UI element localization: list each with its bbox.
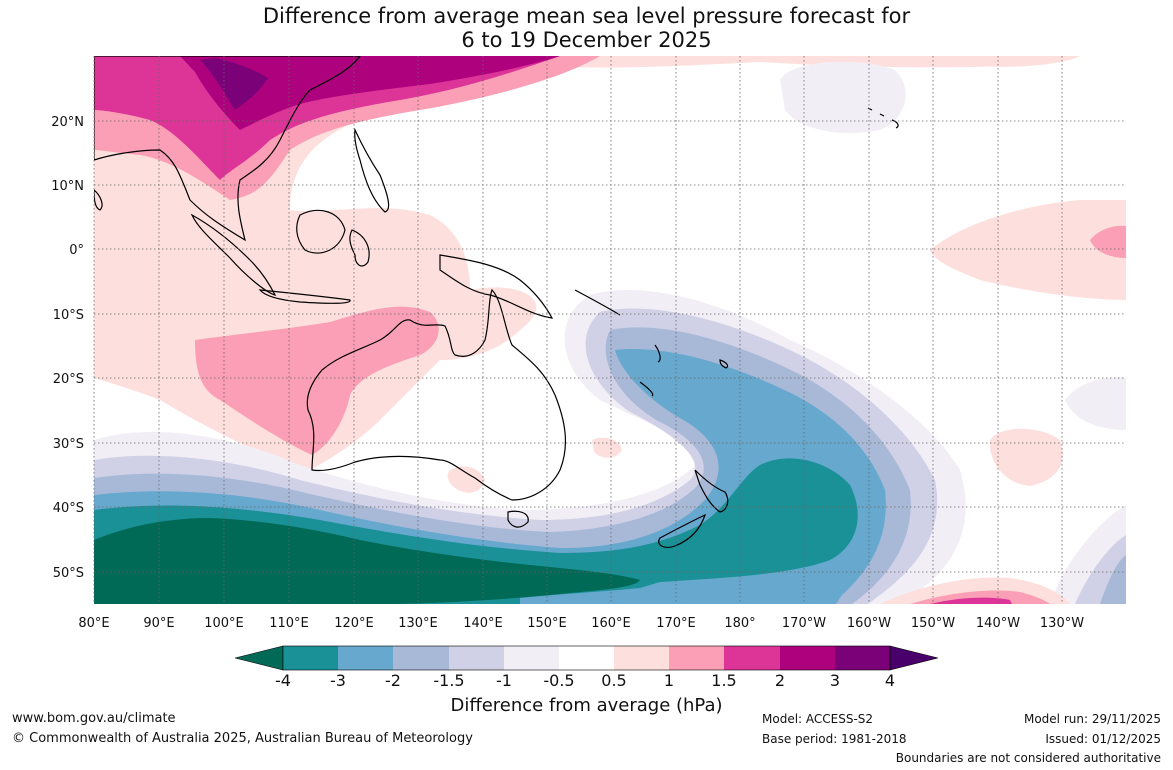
colorbar-tick: -2 bbox=[385, 671, 401, 690]
colorbar-label: Difference from average (hPa) bbox=[450, 695, 723, 716]
colorbar-bin bbox=[338, 646, 393, 670]
fiji-islands bbox=[719, 359, 729, 369]
lon-label: 150°E bbox=[527, 616, 567, 631]
anomaly-2-northwest bbox=[180, 56, 560, 130]
anomaly-0.5-east bbox=[989, 428, 1063, 486]
anomaly-neg0.5-north-pacific bbox=[780, 61, 906, 134]
map-title: Difference from average mean sea level p… bbox=[0, 4, 1173, 52]
colorbar-high-extend bbox=[889, 645, 939, 671]
colorbar-tick: -1.5 bbox=[433, 671, 464, 690]
anomaly-1-nw-australia bbox=[195, 306, 439, 455]
lat-label: 10°S bbox=[53, 308, 84, 323]
colorbar-bin bbox=[669, 646, 724, 670]
anomaly-neg1.5-far-southeast bbox=[1100, 555, 1126, 604]
lon-label: 110°E bbox=[269, 616, 309, 631]
colorbar-tick: 4 bbox=[885, 671, 895, 690]
new-zealand-south bbox=[658, 513, 707, 549]
lon-label: 150°W bbox=[911, 616, 955, 631]
anomaly-0.5-tasmania bbox=[447, 466, 485, 493]
lon-label: 180° bbox=[724, 616, 755, 631]
anomaly-1-south-east bbox=[910, 590, 1050, 604]
colorbar-tick: -0.5 bbox=[543, 671, 574, 690]
lon-label: 130°E bbox=[398, 616, 438, 631]
longitude-labels: 80°E 90°E 100°E 110°E 120°E 130°E 140°E … bbox=[78, 616, 1084, 631]
anomaly-3-northwest bbox=[200, 58, 268, 110]
title-line-2: 6 to 19 December 2025 bbox=[461, 28, 712, 52]
latitude-labels: 20°N 10°N 0° 10°S 20°S 30°S 40°S 50°S bbox=[51, 115, 84, 581]
model-run-date: Model run: 29/11/2025 bbox=[1023, 712, 1161, 726]
coastlines bbox=[94, 56, 899, 549]
graticule bbox=[93, 56, 1126, 604]
colorbar-bin bbox=[724, 646, 780, 670]
colorbar-tick: -4 bbox=[275, 671, 291, 690]
lat-label: 30°S bbox=[53, 437, 84, 452]
colorbar-bin bbox=[393, 646, 449, 670]
colorbar-low-extend bbox=[234, 645, 284, 671]
colorbar-tick: 2 bbox=[775, 671, 785, 690]
copyright-text: © Commonwealth of Australia 2025, Austra… bbox=[12, 731, 473, 746]
colorbar-bin bbox=[504, 646, 559, 670]
issued-date: Issued: 01/12/2025 bbox=[1045, 732, 1161, 746]
pressure-anomaly-field bbox=[94, 56, 1126, 604]
colorbar-tick: -1 bbox=[496, 671, 512, 690]
colorbar-tick: 1.5 bbox=[711, 671, 736, 690]
lon-label: 100°E bbox=[204, 616, 244, 631]
australia-coastline bbox=[306, 288, 566, 501]
lon-label: 160°E bbox=[591, 616, 631, 631]
sumatra-coastline bbox=[190, 213, 277, 296]
anomaly-0.5-north-pacific-edge bbox=[940, 56, 1080, 67]
lon-label: 140°W bbox=[976, 616, 1020, 631]
lon-label: 140°E bbox=[463, 616, 503, 631]
lat-label: 10°N bbox=[51, 179, 84, 194]
colorbar-bin bbox=[614, 646, 669, 670]
tasmania-coastline bbox=[507, 510, 529, 528]
sri-lanka-coastline bbox=[94, 189, 103, 211]
colorbar: -4 -3 -2 -1.5 -1 -0.5 0.5 1 1.5 2 3 4 bbox=[234, 645, 939, 690]
colorbar-bin bbox=[835, 646, 890, 670]
lat-label: 0° bbox=[69, 243, 84, 258]
anomaly-1.5-south-east bbox=[930, 597, 1012, 604]
lon-label: 170°W bbox=[782, 616, 826, 631]
lon-label: 80°E bbox=[78, 616, 109, 631]
colorbar-tick: 0.5 bbox=[601, 671, 626, 690]
base-period: Base period: 1981-2018 bbox=[762, 732, 907, 746]
lon-label: 170°E bbox=[656, 616, 696, 631]
colorbar-bin bbox=[449, 646, 504, 670]
lat-label: 20°S bbox=[53, 372, 84, 387]
colorbar-bin bbox=[559, 646, 614, 670]
model-name: Model: ACCESS-S2 bbox=[762, 712, 874, 726]
sulawesi-coastline bbox=[349, 229, 370, 267]
anomaly-0.5-equatorial-pacific bbox=[930, 200, 1126, 300]
anomaly-neg0.5-far-east bbox=[1065, 377, 1126, 430]
borneo-coastline bbox=[296, 209, 346, 254]
lon-label: 120°E bbox=[334, 616, 374, 631]
solomon-islands bbox=[574, 289, 621, 316]
colorbar-tick: -3 bbox=[330, 671, 346, 690]
website-link[interactable]: www.bom.gov.au/climate bbox=[12, 711, 176, 726]
vanuatu-islands bbox=[639, 344, 661, 397]
lat-label: 20°N bbox=[51, 115, 84, 130]
new-zealand-north bbox=[694, 469, 729, 513]
boundary-disclaimer: Boundaries are not considered authoritat… bbox=[895, 751, 1161, 765]
colorbar-tick: 3 bbox=[830, 671, 840, 690]
anomaly-1-equatorial-pacific bbox=[1090, 225, 1126, 258]
colorbar-outline bbox=[282, 645, 891, 671]
colorbar-bin bbox=[780, 646, 835, 670]
lat-label: 50°S bbox=[53, 566, 84, 581]
lat-label: 40°S bbox=[53, 501, 84, 516]
colorbar-bin bbox=[283, 646, 338, 670]
new-guinea-coastline bbox=[439, 254, 554, 319]
lon-label: 160°W bbox=[847, 616, 891, 631]
southeast-asia-coastline bbox=[94, 56, 361, 242]
lon-label: 90°E bbox=[143, 616, 174, 631]
title-line-1: Difference from average mean sea level p… bbox=[262, 4, 911, 28]
philippines-coastline bbox=[354, 127, 390, 213]
java-coastline bbox=[258, 289, 351, 304]
colorbar-tick: 1 bbox=[664, 671, 674, 690]
lon-label: 130°W bbox=[1040, 616, 1084, 631]
anomaly-neg4-south bbox=[94, 518, 640, 604]
